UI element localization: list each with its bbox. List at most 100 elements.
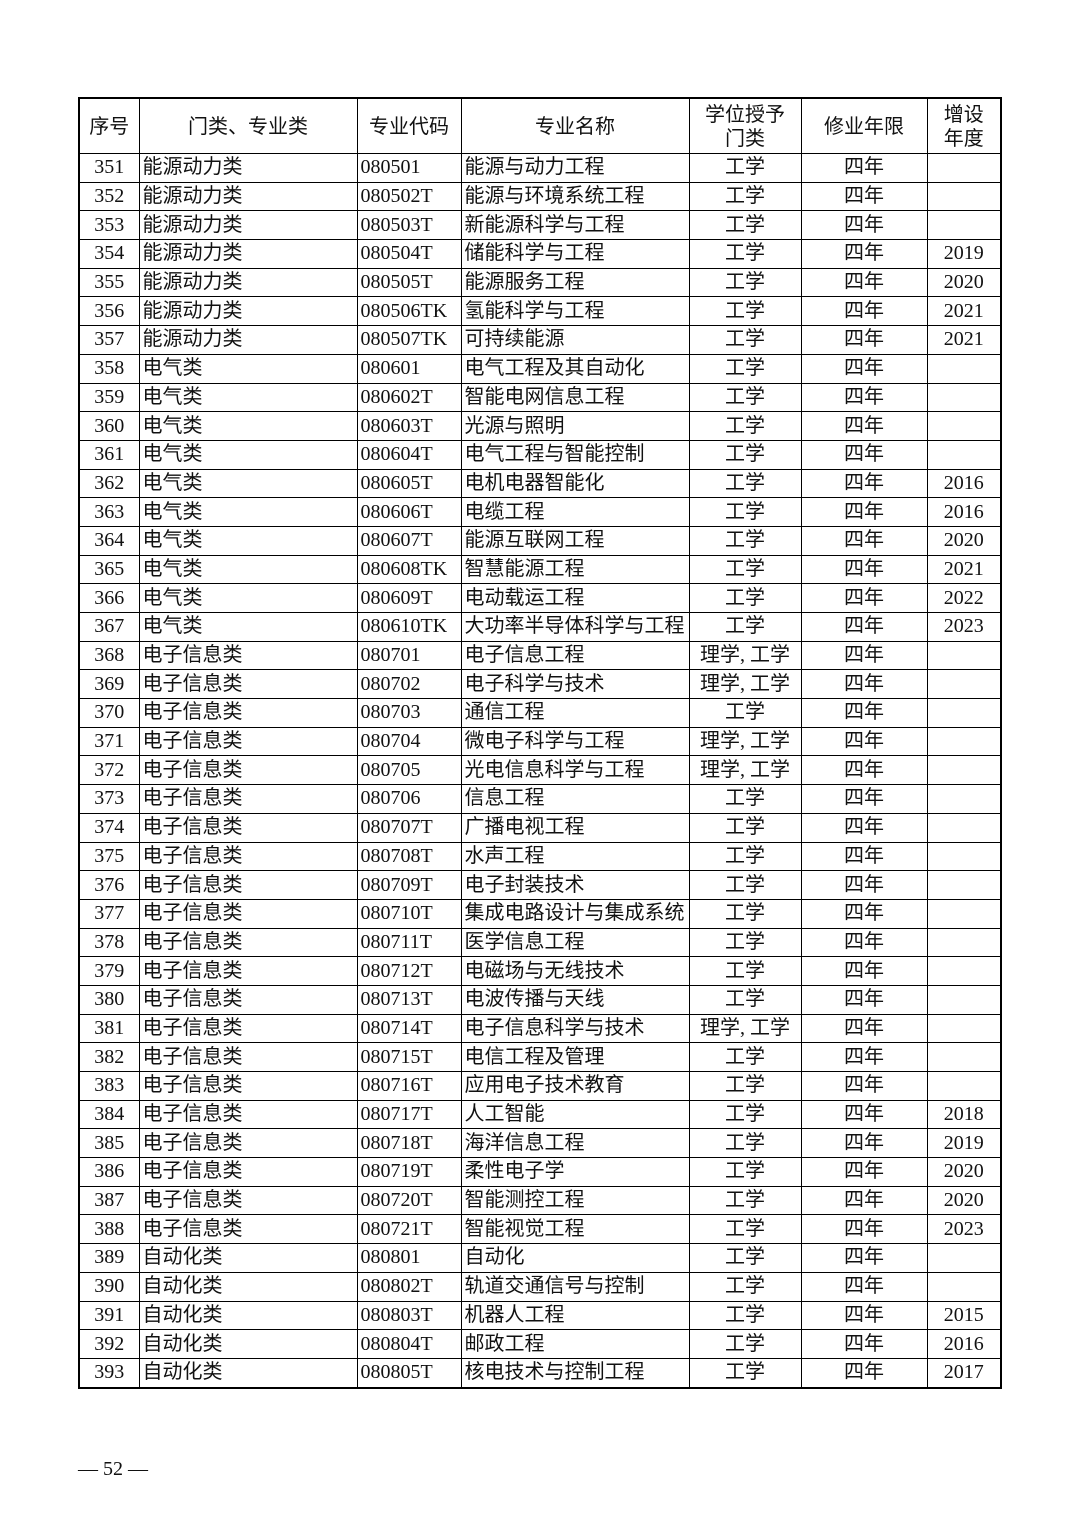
cell-index: 363 (78, 497, 140, 527)
cell-added-year (926, 1013, 1002, 1044)
table-row: 360 电气类 080603T 光源与照明 工学 四年 (78, 411, 1002, 441)
cell-years: 四年 (800, 1099, 928, 1130)
cell-years: 四年 (800, 468, 928, 499)
cell-code: 080501 (356, 153, 462, 183)
table-row: 383 电子信息类 080716T 应用电子技术教育 工学 四年 (78, 1071, 1002, 1101)
cell-degree: 工学 (688, 525, 802, 556)
cell-degree: 工学 (688, 1329, 802, 1359)
cell-index: 368 (78, 640, 140, 671)
cell-major-name: 核电技术与控制工程 (460, 1357, 690, 1389)
cell-degree: 工学 (688, 1214, 802, 1245)
cell-category: 电气类 (138, 382, 358, 413)
cell-category: 电子信息类 (138, 984, 358, 1015)
table-row: 355 能源动力类 080505T 能源服务工程 工学 四年 2020 (78, 267, 1002, 298)
cell-added-year: 2023 (926, 612, 1002, 642)
cell-major-name: 氢能科学与工程 (460, 296, 690, 327)
cell-major-name: 电气工程与智能控制 (460, 439, 690, 470)
cell-index: 367 (78, 612, 140, 642)
cell-code: 080801 (356, 1243, 462, 1273)
cell-major-name: 机器人工程 (460, 1300, 690, 1331)
cell-years: 四年 (800, 1357, 928, 1389)
table-row: 377 电子信息类 080710T 集成电路设计与集成系统 工学 四年 (78, 898, 1002, 929)
cell-major-name: 应用电子技术教育 (460, 1071, 690, 1101)
cell-index: 389 (78, 1243, 140, 1273)
cell-category: 电子信息类 (138, 1157, 358, 1187)
cell-degree: 工学 (688, 583, 802, 613)
table-row: 358 电气类 080601 电气工程及其自动化 工学 四年 (78, 353, 1002, 384)
cell-index: 371 (78, 726, 140, 757)
cell-years: 四年 (800, 153, 928, 183)
table-row: 356 能源动力类 080506TK 氢能科学与工程 工学 四年 2021 (78, 296, 1002, 327)
table-row: 357 能源动力类 080507TK 可持续能源 工学 四年 2021 (78, 325, 1002, 355)
cell-added-year (926, 698, 1002, 728)
cell-category: 能源动力类 (138, 267, 358, 298)
cell-added-year: 2021 (926, 554, 1002, 585)
cell-degree: 工学 (688, 468, 802, 499)
cell-added-year: 2021 (926, 296, 1002, 327)
cell-major-name: 能源服务工程 (460, 267, 690, 298)
cell-added-year (926, 640, 1002, 671)
cell-major-name: 电机电器智能化 (460, 468, 690, 499)
table-row: 385 电子信息类 080718T 海洋信息工程 工学 四年 2019 (78, 1128, 1002, 1159)
cell-category: 电子信息类 (138, 1214, 358, 1245)
cell-index: 360 (78, 411, 140, 441)
cell-code: 080507TK (356, 325, 462, 355)
table-row: 387 电子信息类 080720T 智能测控工程 工学 四年 2020 (78, 1185, 1002, 1216)
cell-major-name: 光源与照明 (460, 411, 690, 441)
cell-category: 电子信息类 (138, 1042, 358, 1072)
cell-years: 四年 (800, 812, 928, 843)
cell-code: 080704 (356, 726, 462, 757)
cell-code: 080717T (356, 1099, 462, 1130)
cell-degree: 工学 (688, 1042, 802, 1072)
table-row: 375 电子信息类 080708T 水声工程 工学 四年 (78, 841, 1002, 872)
cell-degree: 工学 (688, 870, 802, 900)
cell-years: 四年 (800, 239, 928, 269)
table-row: 361 电气类 080604T 电气工程与智能控制 工学 四年 (78, 439, 1002, 470)
cell-years: 四年 (800, 1243, 928, 1273)
cell-degree: 理学, 工学 (688, 755, 802, 786)
cell-index: 392 (78, 1329, 140, 1359)
cell-added-year: 2019 (926, 239, 1002, 269)
cell-major-name: 电信工程及管理 (460, 1042, 690, 1072)
cell-category: 能源动力类 (138, 210, 358, 241)
cell-degree: 工学 (688, 1071, 802, 1101)
cell-category: 电子信息类 (138, 640, 358, 671)
cell-index: 387 (78, 1185, 140, 1216)
cell-degree: 工学 (688, 612, 802, 642)
table-body: 351 能源动力类 080501 能源与动力工程 工学 四年 352 能源动力类 080502T… (78, 153, 1002, 1389)
cell-code: 080708T (356, 841, 462, 872)
header-code: 专业代码 (356, 97, 462, 154)
cell-degree: 工学 (688, 325, 802, 355)
header-index: 序号 (78, 97, 140, 154)
cell-added-year: 2016 (926, 1329, 1002, 1359)
cell-years: 四年 (800, 181, 928, 212)
cell-major-name: 智能电网信息工程 (460, 382, 690, 413)
cell-major-name: 光电信息科学与工程 (460, 755, 690, 786)
cell-major-name: 电动载运工程 (460, 583, 690, 613)
cell-code: 080719T (356, 1157, 462, 1187)
cell-degree: 工学 (688, 1357, 802, 1389)
cell-degree: 工学 (688, 984, 802, 1015)
cell-major-name: 新能源科学与工程 (460, 210, 690, 241)
cell-major-name: 集成电路设计与集成系统 (460, 898, 690, 929)
cell-code: 080701 (356, 640, 462, 671)
cell-code: 080802T (356, 1271, 462, 1302)
cell-major-name: 能源与环境系统工程 (460, 181, 690, 212)
cell-index: 369 (78, 669, 140, 700)
cell-years: 四年 (800, 612, 928, 642)
table-row: 384 电子信息类 080717T 人工智能 工学 四年 2018 (78, 1099, 1002, 1130)
cell-major-name: 信息工程 (460, 784, 690, 814)
cell-major-name: 广播电视工程 (460, 812, 690, 843)
cell-code: 080805T (356, 1357, 462, 1389)
cell-index: 366 (78, 583, 140, 613)
cell-code: 080713T (356, 984, 462, 1015)
table-row: 376 电子信息类 080709T 电子封装技术 工学 四年 (78, 870, 1002, 900)
cell-code: 080603T (356, 411, 462, 441)
table-row: 369 电子信息类 080702 电子科学与技术 理学, 工学 四年 (78, 669, 1002, 700)
cell-years: 四年 (800, 353, 928, 384)
cell-code: 080706 (356, 784, 462, 814)
cell-category: 电气类 (138, 468, 358, 499)
cell-index: 376 (78, 870, 140, 900)
cell-category: 电气类 (138, 583, 358, 613)
cell-index: 365 (78, 554, 140, 585)
